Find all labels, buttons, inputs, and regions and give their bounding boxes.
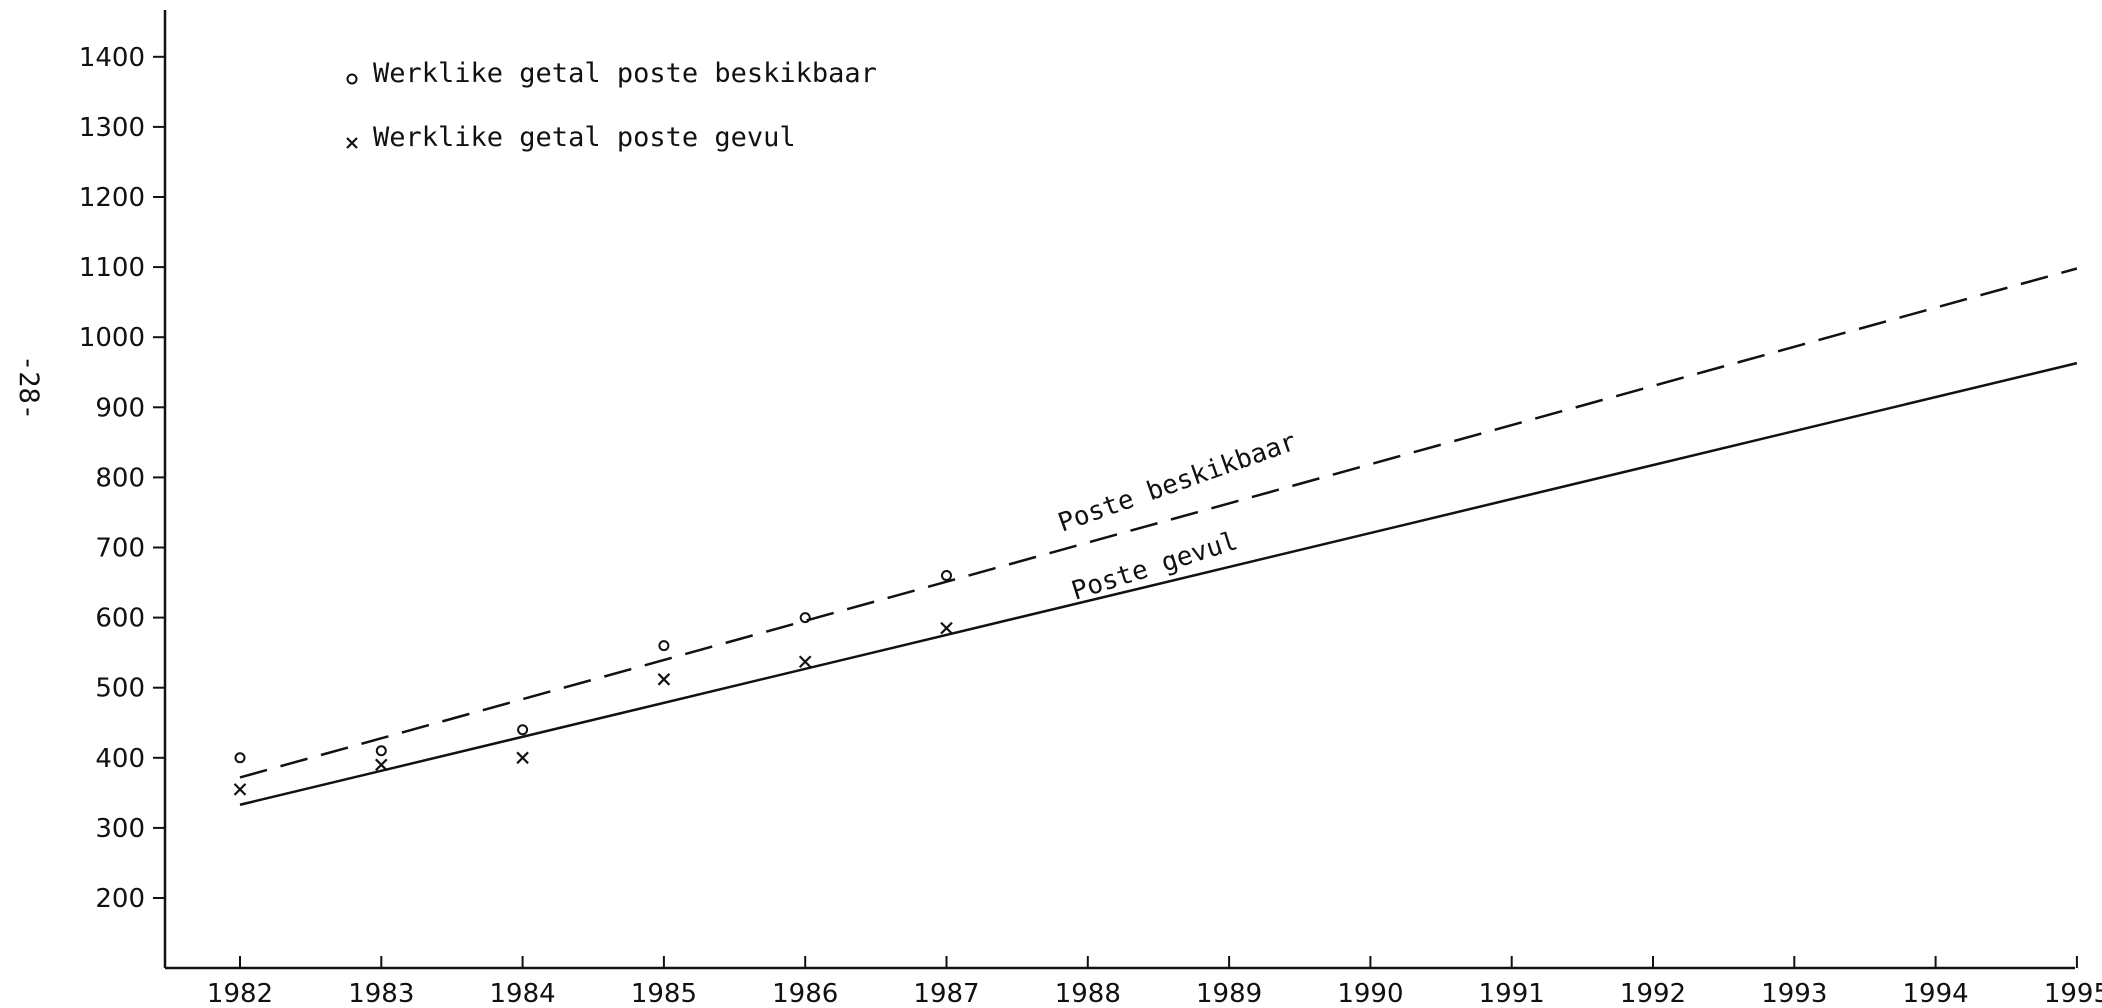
legend-marker-circle xyxy=(346,73,358,85)
point-beskikbaar xyxy=(375,745,387,757)
point-gevul xyxy=(516,751,529,765)
point-beskikbaar xyxy=(517,724,529,736)
x-tick-label: 1983 xyxy=(348,979,414,1008)
page-number: -28- xyxy=(13,355,44,420)
y-tick-label: 400 xyxy=(95,744,145,774)
y-tick-label: 900 xyxy=(95,393,145,423)
trend-line-beskikbaar xyxy=(239,267,2078,779)
x-tick-label: 1982 xyxy=(207,979,273,1008)
x-tick-label: 1986 xyxy=(772,979,838,1008)
point-gevul xyxy=(233,783,247,796)
legend-marker-x xyxy=(346,137,358,149)
x-tick-label: 1994 xyxy=(1903,979,1969,1008)
y-tick-label: 1400 xyxy=(79,43,145,73)
y-tick-label: 500 xyxy=(95,674,145,704)
point-gevul xyxy=(375,758,388,772)
x-tick-label: 1993 xyxy=(1761,979,1827,1008)
point-gevul xyxy=(940,621,953,635)
axes: 200 300 400 500 600 700 800 900 1000 1100 1200 1300… xyxy=(79,10,2102,1008)
y-tick-label: 1000 xyxy=(79,323,145,353)
y-tick-label: 700 xyxy=(95,534,145,564)
legend: Werklike getal poste beskikbaar Werklike … xyxy=(346,58,877,153)
y-tick-label: 300 xyxy=(95,814,145,844)
x-tick-label: 1989 xyxy=(1196,979,1262,1008)
x-tick-label: 1991 xyxy=(1479,979,1545,1008)
point-beskikbaar xyxy=(799,612,811,624)
y-tick-label: 200 xyxy=(95,884,145,914)
x-tick-label: 1990 xyxy=(1337,979,1403,1008)
x-tick-label: 1992 xyxy=(1620,979,1686,1008)
point-beskikbaar xyxy=(234,752,246,764)
x-tick-label: 1995 xyxy=(2044,979,2102,1008)
data-points xyxy=(233,570,953,796)
trend-line-label: Poste gevul xyxy=(1068,526,1241,606)
legend-label: Werklike getal poste beskikbaar xyxy=(373,58,877,89)
y-tick-label: 800 xyxy=(95,463,145,493)
point-beskikbaar xyxy=(941,570,952,582)
y-tick-label: 1200 xyxy=(79,183,145,213)
point-beskikbaar xyxy=(658,640,670,652)
point-gevul xyxy=(657,673,671,686)
y-tick-label: 1300 xyxy=(79,113,145,143)
legend-label: Werklike getal poste gevul xyxy=(373,122,796,153)
y-tick-label: 600 xyxy=(95,604,145,634)
trend-line-gevul xyxy=(239,361,2078,806)
x-tick-label: 1985 xyxy=(631,979,697,1008)
y-tick-label: 1100 xyxy=(79,253,145,283)
x-tick-label: 1988 xyxy=(1055,979,1121,1008)
x-tick-label: 1987 xyxy=(913,979,979,1008)
trend-line-label: Poste beskikbaar xyxy=(1054,427,1300,539)
point-gevul xyxy=(798,655,812,669)
x-tick-label: 1984 xyxy=(490,979,556,1008)
